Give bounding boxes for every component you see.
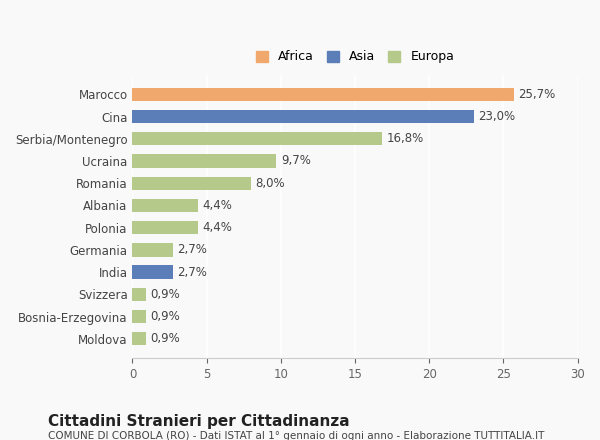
Text: 4,4%: 4,4% xyxy=(202,199,232,212)
Text: 0,9%: 0,9% xyxy=(150,310,180,323)
Bar xyxy=(133,132,382,146)
Text: 2,7%: 2,7% xyxy=(177,266,207,279)
Text: 8,0%: 8,0% xyxy=(256,177,285,190)
Bar xyxy=(133,332,146,345)
Bar xyxy=(133,243,173,257)
Bar xyxy=(133,265,173,279)
Text: 0,9%: 0,9% xyxy=(150,332,180,345)
Bar xyxy=(133,88,514,101)
Text: 23,0%: 23,0% xyxy=(478,110,515,123)
Bar xyxy=(133,110,474,123)
Bar xyxy=(133,154,277,168)
Legend: Africa, Asia, Europa: Africa, Asia, Europa xyxy=(250,44,461,70)
Text: COMUNE DI CORBOLA (RO) - Dati ISTAT al 1° gennaio di ogni anno - Elaborazione TU: COMUNE DI CORBOLA (RO) - Dati ISTAT al 1… xyxy=(48,431,544,440)
Text: 2,7%: 2,7% xyxy=(177,243,207,257)
Text: 4,4%: 4,4% xyxy=(202,221,232,234)
Bar xyxy=(133,310,146,323)
Bar xyxy=(133,221,198,235)
Text: 0,9%: 0,9% xyxy=(150,288,180,301)
Text: 16,8%: 16,8% xyxy=(386,132,424,145)
Bar xyxy=(133,199,198,212)
Text: 9,7%: 9,7% xyxy=(281,154,311,168)
Text: Cittadini Stranieri per Cittadinanza: Cittadini Stranieri per Cittadinanza xyxy=(48,414,350,429)
Bar xyxy=(133,288,146,301)
Bar xyxy=(133,176,251,190)
Text: 25,7%: 25,7% xyxy=(518,88,556,101)
